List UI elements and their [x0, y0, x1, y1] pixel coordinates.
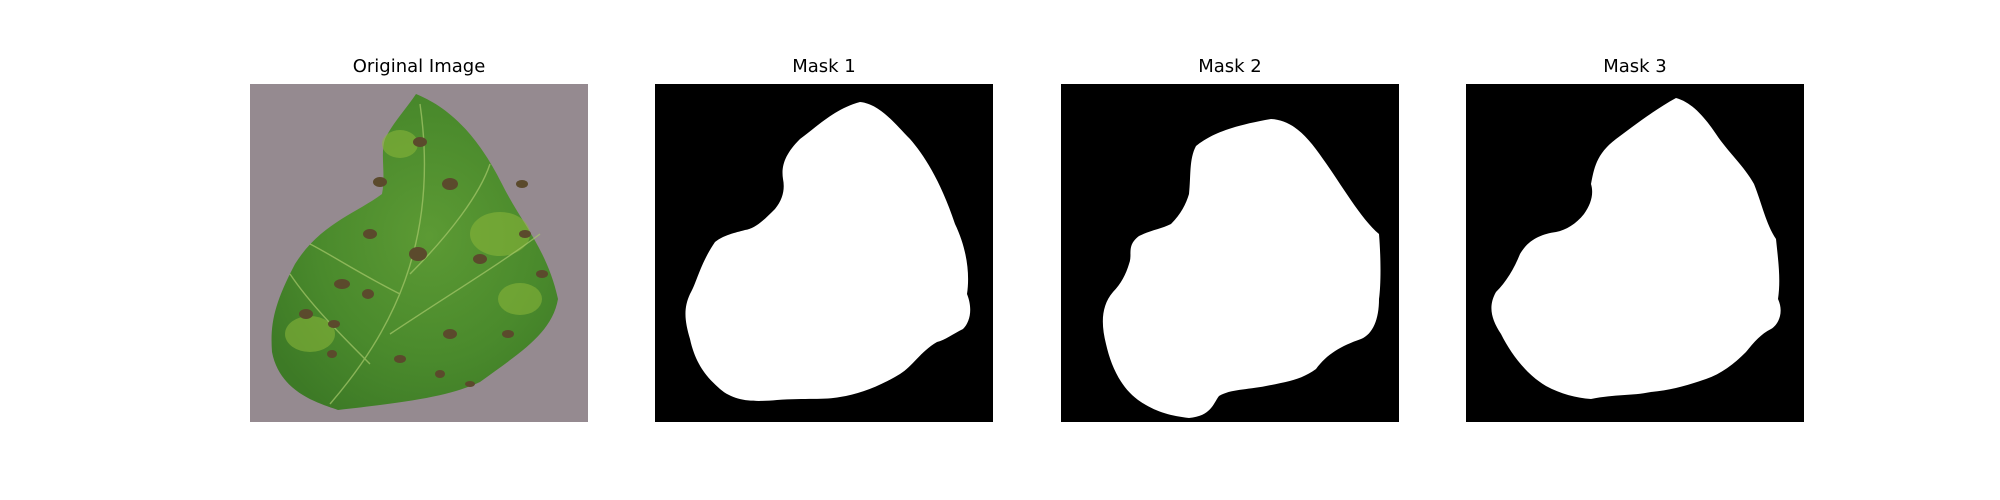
leaf-light-patches: [285, 130, 542, 352]
mask-region: [1491, 98, 1781, 399]
panel-title: Mask 1: [792, 56, 856, 77]
mask-region: [685, 102, 971, 401]
mask-region: [1102, 119, 1381, 418]
mask-1-image: [655, 84, 993, 422]
leaf-veins: [289, 103, 541, 405]
mask-3-image: [1466, 84, 1804, 422]
mask-2-image: [1061, 84, 1399, 422]
lesion-spots: [299, 137, 548, 387]
panel-title: Mask 2: [1198, 56, 1262, 77]
panel-title: Original Image: [352, 56, 486, 77]
panel-title: Mask 3: [1603, 56, 1667, 77]
original-leaf-photo: [250, 84, 588, 422]
